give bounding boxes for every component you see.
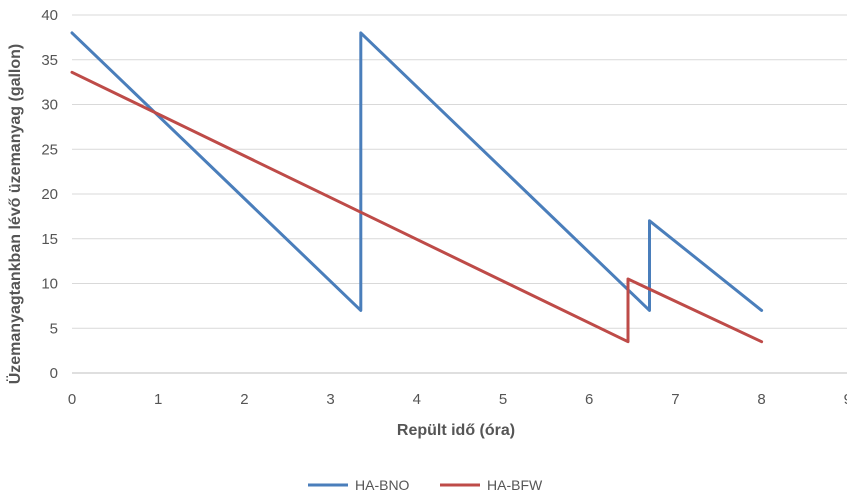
y-tick-label: 30 xyxy=(41,97,58,114)
x-tick-label: 8 xyxy=(757,391,765,408)
x-tick-label: 5 xyxy=(499,391,507,408)
x-tick-label: 1 xyxy=(154,391,162,408)
y-tick-label: 10 xyxy=(41,276,58,293)
x-tick-label: 2 xyxy=(240,391,248,408)
y-tick-label: 20 xyxy=(41,186,58,203)
x-tick-label: 9 xyxy=(844,391,847,408)
y-tick-label: 5 xyxy=(50,320,58,337)
y-tick-label: 40 xyxy=(41,7,58,24)
y-tick-label: 35 xyxy=(41,52,58,69)
x-tick-label: 3 xyxy=(326,391,334,408)
x-axis-title: Repült idő (óra) xyxy=(397,422,515,439)
y-tick-label: 15 xyxy=(41,231,58,248)
y-tick-label: 25 xyxy=(41,141,58,158)
series-line-ha-bno xyxy=(70,31,764,312)
y-axis-title: Üzemanyagtankban lévő üzemanyag (gallon) xyxy=(5,44,24,385)
legend-label: HA-BFW xyxy=(487,477,543,493)
series-lines xyxy=(70,31,764,344)
x-tick-label: 4 xyxy=(413,391,421,408)
x-tick-label: 7 xyxy=(671,391,679,408)
y-tick-label: 0 xyxy=(50,365,58,382)
x-tick-label: 6 xyxy=(585,391,593,408)
x-tick-label: 0 xyxy=(68,391,76,408)
gridlines xyxy=(72,14,847,374)
legend-label: HA-BNO xyxy=(355,477,410,493)
tick-labels: 0 5 10 15 20 25 30 35 40 0 1 2 3 4 5 6 7 8 9 xyxy=(41,7,847,408)
legend: HA-BNO HA-BFW xyxy=(308,477,543,493)
series-line-ha-bfw xyxy=(70,70,764,344)
